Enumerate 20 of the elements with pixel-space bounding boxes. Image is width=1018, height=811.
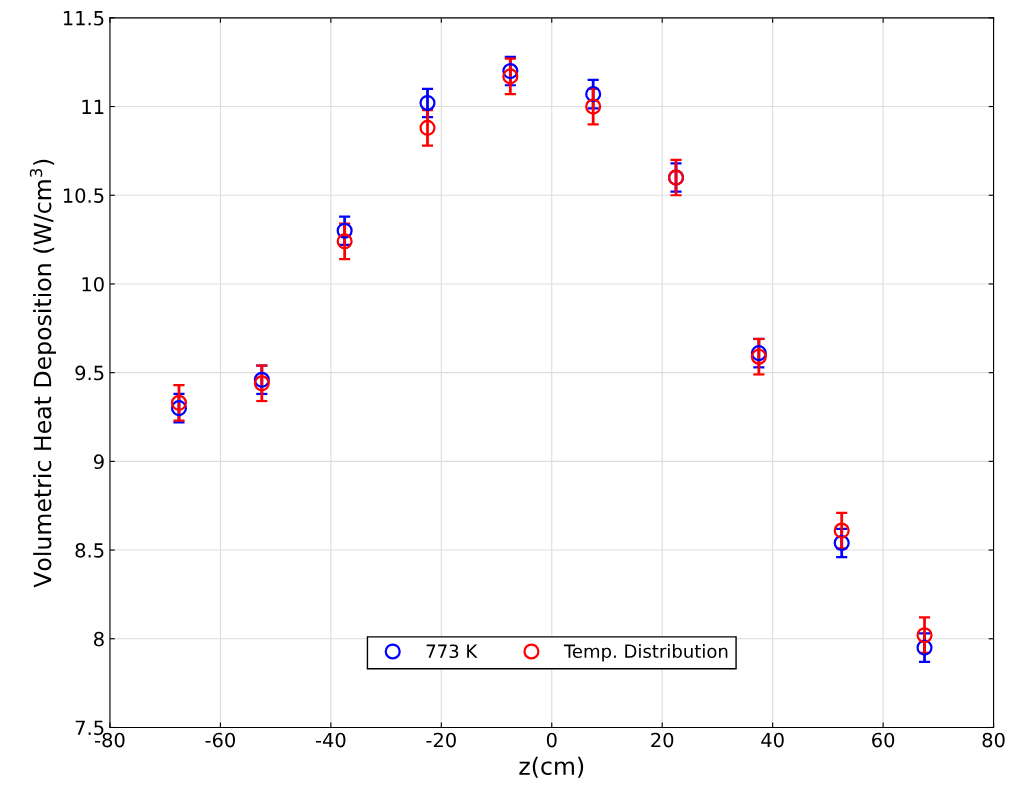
- y-tick-label: 10: [82, 276, 104, 292]
- y-tick-label: 8.5: [75, 543, 104, 558]
- x-tick-label: 40: [761, 732, 784, 748]
- x-tick-label: 60: [872, 732, 895, 748]
- x-tick-label: 0: [546, 732, 557, 748]
- x-tick-label: -20: [426, 732, 456, 748]
- legend-label: Temp. Distribution: [563, 644, 728, 662]
- legend-label: 773 K: [426, 644, 478, 659]
- x-tick-label: 20: [651, 732, 674, 748]
- x-tick-label: -40: [315, 732, 346, 748]
- y-tick-label: 8: [94, 631, 104, 647]
- y-tick-label: 9.5: [75, 365, 104, 381]
- x-axis-title: z(cm): [519, 756, 584, 778]
- y-tick-label: 9: [93, 454, 104, 470]
- y-tick-label: 11.5: [63, 11, 104, 26]
- y-tick-label: 10.5: [63, 188, 104, 203]
- x-tick-label: -60: [205, 732, 235, 748]
- y-tick-label: 11: [82, 99, 104, 114]
- y-axis-title: Volumetric Heat Deposition (W/cm$^{3}$): [29, 159, 56, 588]
- x-tick-label: 80: [982, 732, 1005, 748]
